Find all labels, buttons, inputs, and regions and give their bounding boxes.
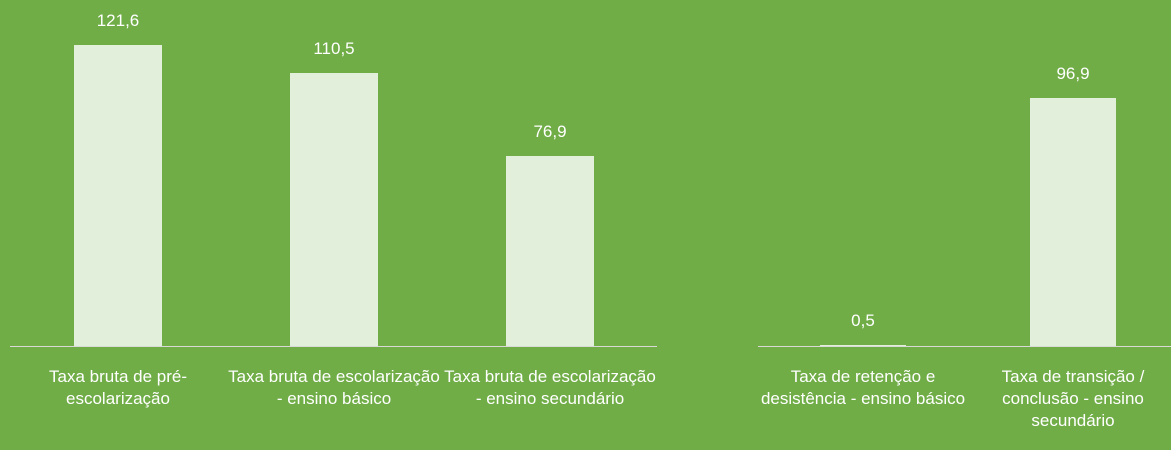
value-label: 0,5 — [851, 310, 875, 330]
x-tick-label: Taxa bruta de escolarização - ensino sec… — [444, 367, 656, 408]
bar — [74, 45, 162, 346]
value-label: 76,9 — [533, 121, 567, 141]
value-label: 121,6 — [96, 11, 140, 31]
bar — [820, 344, 906, 346]
x-tick-label: Taxa bruta de pré-escolarização — [49, 367, 187, 408]
value-label: 110,5 — [313, 38, 355, 58]
bar — [1030, 97, 1116, 346]
bar — [290, 72, 378, 346]
x-tick-label: Taxa de retenção e desistência - ensino … — [760, 367, 966, 408]
x-tick-label: Taxa bruta de escolarização - ensino bás… — [228, 367, 440, 408]
value-label: 96,9 — [1056, 63, 1090, 83]
x-tick-label: Taxa de transição / conclusão - ensino s… — [1001, 367, 1145, 430]
bar — [506, 155, 594, 346]
x-axis — [10, 346, 657, 347]
x-axis — [758, 346, 1171, 347]
